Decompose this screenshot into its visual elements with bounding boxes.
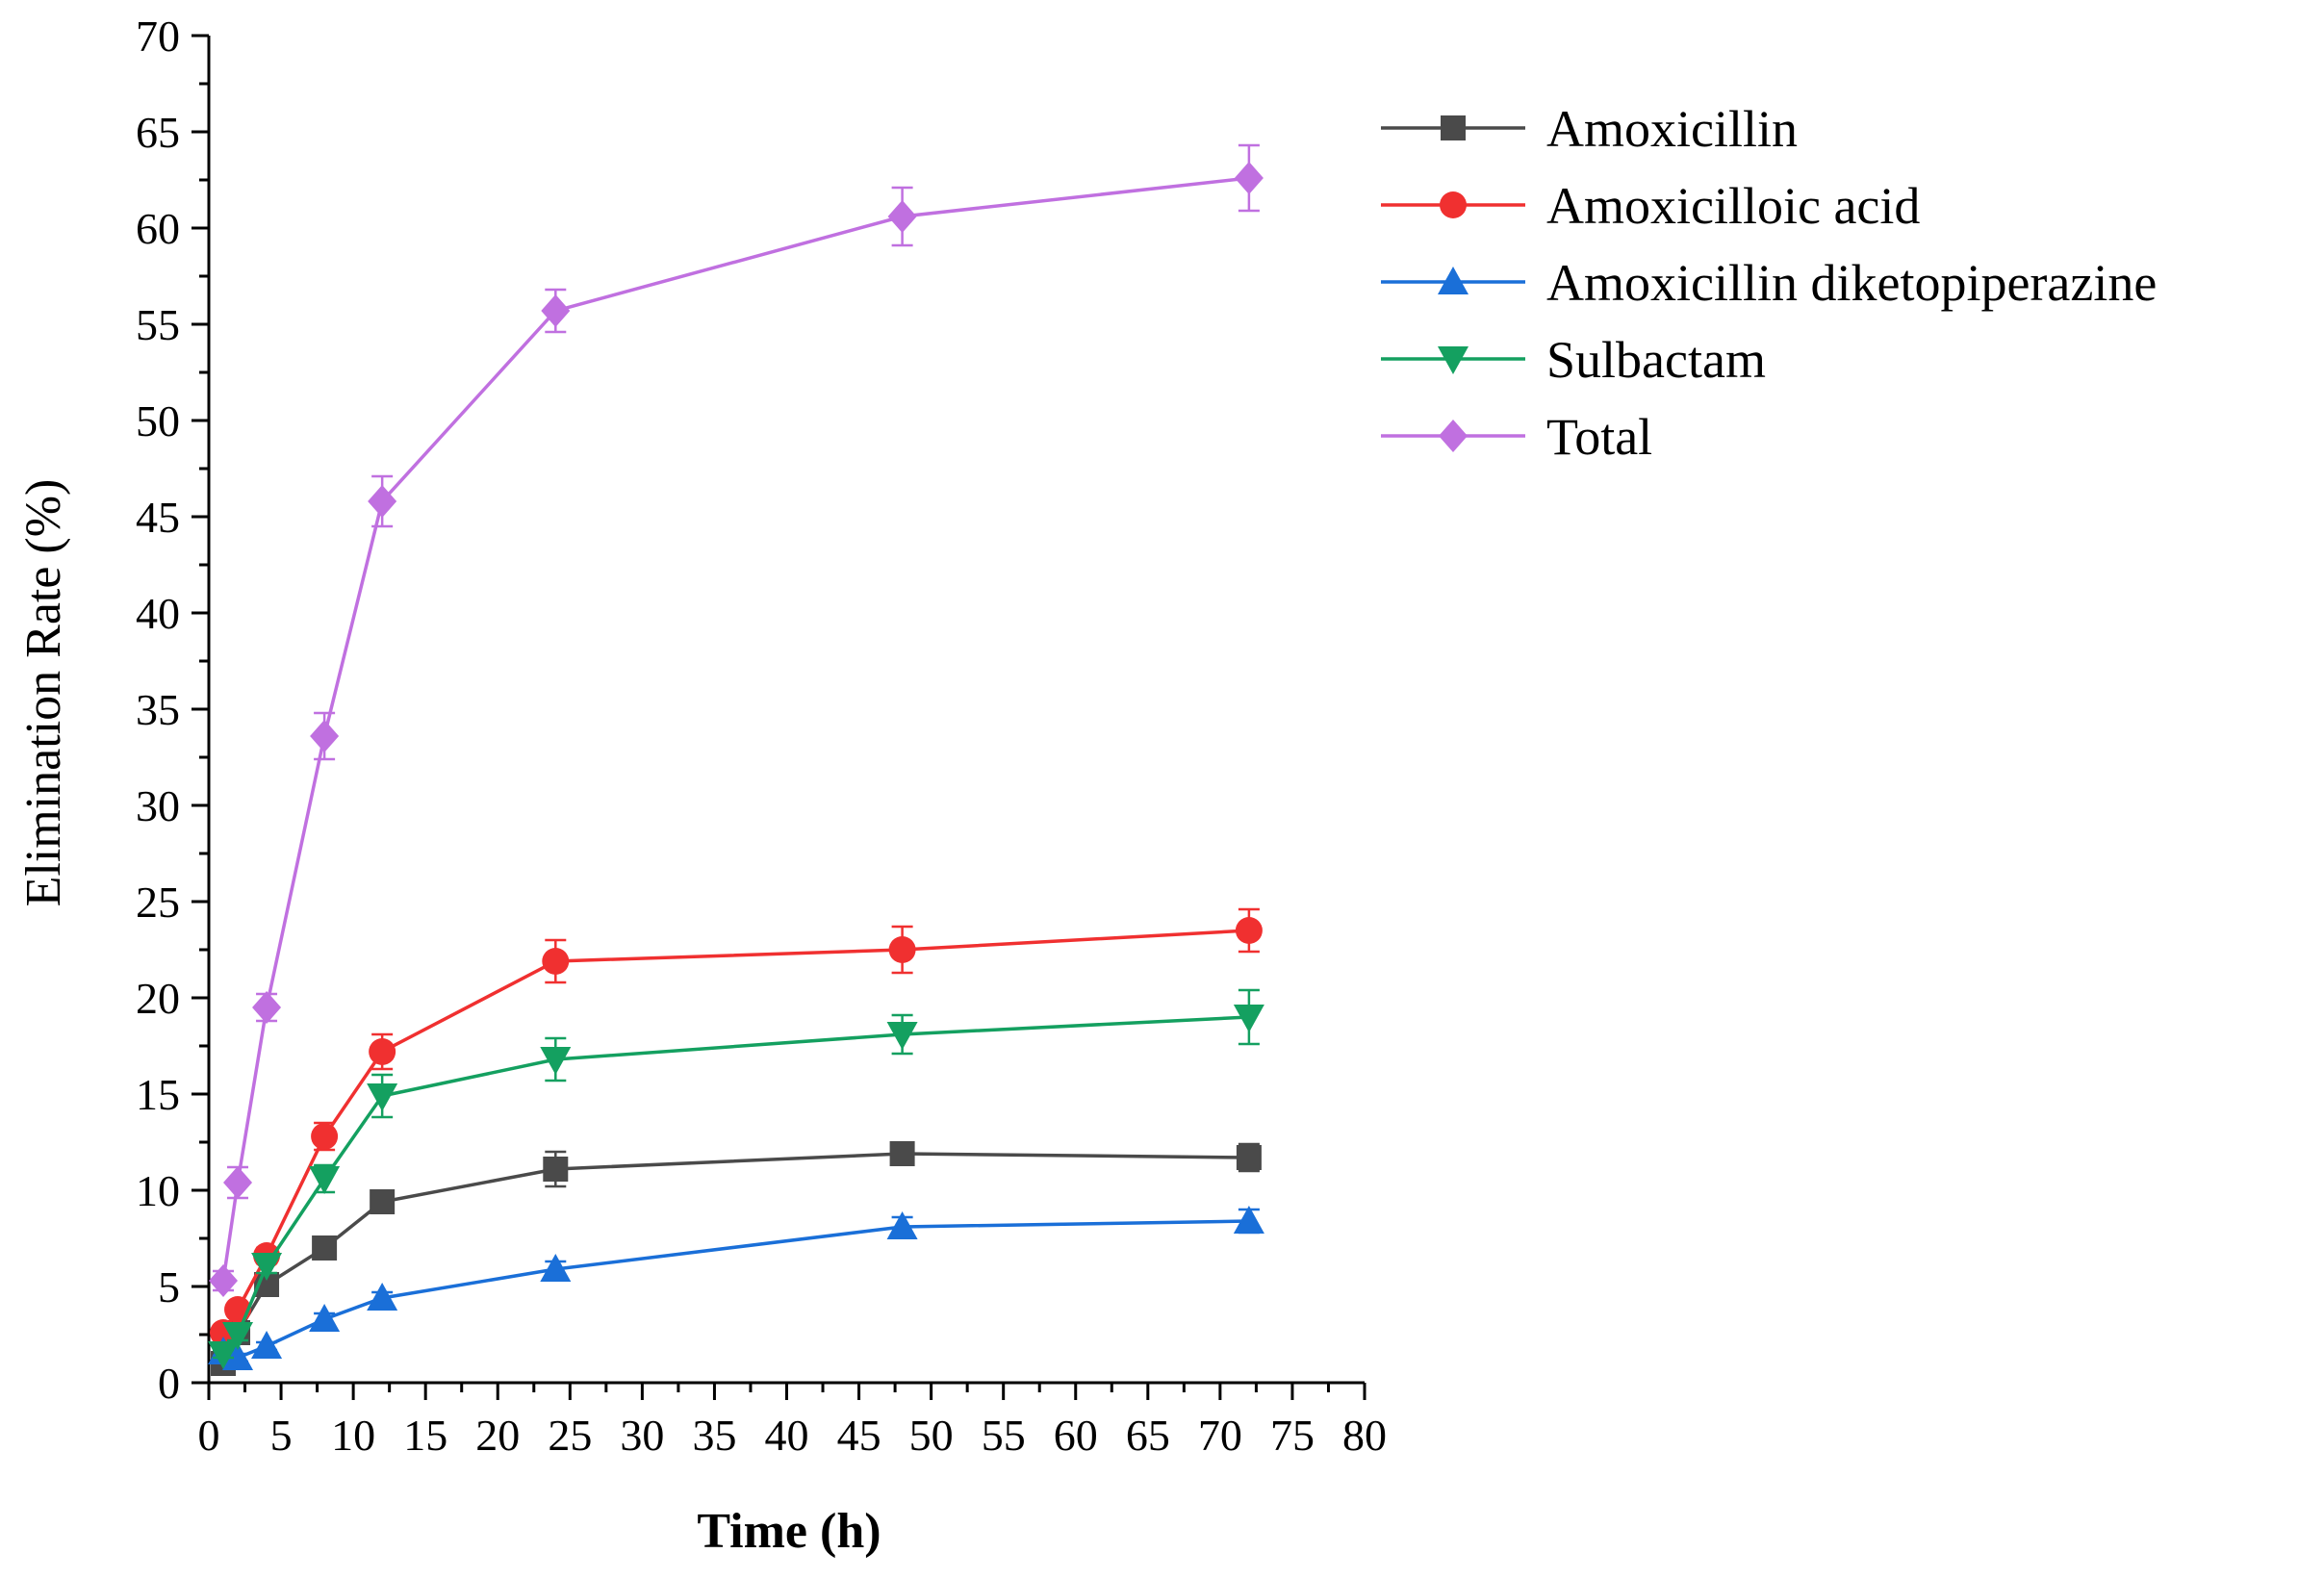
- x-tick-label: 15: [403, 1411, 447, 1460]
- legend: Amoxicillin Amoxicilloic acid Amoxicillin …: [1381, 100, 2157, 466]
- data-point: [540, 1047, 572, 1075]
- x-tick-label: 65: [1126, 1411, 1170, 1460]
- series-line: [222, 1219, 1249, 1360]
- y-tick-label: 40: [136, 589, 180, 638]
- data-point: [367, 1083, 398, 1111]
- x-axis-title: Time (h): [697, 1504, 881, 1559]
- legend-entry: Total: [1381, 408, 1652, 466]
- x-tick-label: 50: [909, 1411, 954, 1460]
- data-point: [309, 1166, 341, 1194]
- x-tick-label: 0: [198, 1411, 220, 1460]
- legend-swatch-marker: [1438, 346, 1468, 374]
- data-point: [310, 720, 340, 752]
- x-tick-label: 55: [982, 1411, 1026, 1460]
- data-point: [370, 1189, 396, 1214]
- data-point: [311, 1123, 339, 1150]
- data-point: [223, 1166, 253, 1199]
- data-point: [540, 1254, 572, 1282]
- data-point: [209, 1264, 239, 1297]
- data-point: [1235, 917, 1263, 944]
- legend-label: Amoxicillin: [1546, 100, 1798, 158]
- data-point: [208, 1341, 240, 1369]
- data-point: [367, 1283, 398, 1311]
- legend-swatch-marker: [1439, 420, 1468, 452]
- legend-label: Amoxicillin diketopiperazine: [1546, 254, 2157, 312]
- y-tick-label: 5: [158, 1262, 180, 1312]
- x-tick-label: 30: [620, 1411, 664, 1460]
- y-tick-label: 20: [136, 974, 180, 1023]
- x-tick-label: 75: [1270, 1411, 1315, 1460]
- data-point: [1236, 1145, 1262, 1170]
- legend-entry: Amoxicilloic acid: [1381, 177, 1920, 235]
- legend-swatch-marker: [1438, 267, 1468, 294]
- y-tick-label: 45: [136, 493, 180, 542]
- data-point: [222, 1342, 254, 1370]
- y-tick-label: 10: [136, 1166, 180, 1215]
- legend-entry: Amoxicillin: [1381, 100, 1798, 158]
- legend-entry: Sulbactam: [1381, 331, 1766, 389]
- series-line: [221, 1152, 1249, 1364]
- data-point: [1234, 162, 1264, 194]
- x-tick-label: 35: [692, 1411, 736, 1460]
- series-layer: [208, 143, 1264, 1376]
- data-point: [252, 991, 282, 1024]
- series-total: [209, 143, 1264, 1297]
- legend-entry: Amoxicillin diketopiperazine: [1381, 254, 2157, 312]
- y-tick-label: 70: [136, 12, 180, 61]
- data-point: [369, 1038, 396, 1065]
- y-tick-label: 65: [136, 108, 180, 157]
- data-point: [889, 1141, 915, 1166]
- y-tick-label: 0: [158, 1359, 180, 1408]
- y-tick-label: 35: [136, 685, 180, 734]
- data-point: [886, 1211, 918, 1239]
- y-axis-title: Elimination Rate (%): [16, 479, 71, 907]
- x-tick-label: 20: [475, 1411, 520, 1460]
- x-tick-label: 5: [270, 1411, 293, 1460]
- data-point: [1233, 1206, 1264, 1234]
- series-amoxicillin-diketopiperazine: [208, 1206, 1264, 1370]
- axes: 0 5 10 15 20 25 30 35 40 45 50 55 60 65 70 75 80 0 5 10 15 20…: [136, 12, 1387, 1460]
- x-tick-label: 25: [548, 1411, 592, 1460]
- legend-swatch-marker: [1441, 115, 1466, 140]
- x-tick-label: 80: [1342, 1411, 1387, 1460]
- y-tick-label: 50: [136, 396, 180, 446]
- y-tick-label: 30: [136, 781, 180, 830]
- data-point: [368, 485, 397, 518]
- y-tick-label: 55: [136, 300, 180, 349]
- data-point: [251, 1331, 283, 1359]
- y-tick-label: 25: [136, 878, 180, 927]
- x-tick-label: 70: [1198, 1411, 1242, 1460]
- data-point: [251, 1253, 283, 1281]
- series-sulbactam: [208, 988, 1264, 1369]
- y-tick-label: 15: [136, 1070, 180, 1119]
- data-point: [222, 1322, 254, 1350]
- data-point: [543, 1157, 569, 1182]
- series-amoxicillin: [211, 1141, 1262, 1376]
- x-tick-label: 60: [1054, 1411, 1098, 1460]
- data-point: [309, 1304, 341, 1332]
- data-point: [886, 1022, 918, 1050]
- data-point: [1233, 1005, 1264, 1032]
- x-tick-label: 40: [765, 1411, 809, 1460]
- data-point: [542, 948, 570, 975]
- x-tick-label: 45: [837, 1411, 881, 1460]
- legend-swatch-marker: [1440, 191, 1467, 218]
- x-tick-label: 10: [331, 1411, 375, 1460]
- series-line: [221, 176, 1250, 1282]
- y-tick-label: 60: [136, 204, 180, 253]
- legend-label: Amoxicilloic acid: [1546, 177, 1920, 235]
- series-line: [221, 929, 1249, 1334]
- data-point: [312, 1235, 338, 1261]
- data-point: [888, 936, 916, 963]
- data-point: [541, 294, 571, 327]
- legend-label: Total: [1546, 408, 1652, 466]
- data-point: [887, 200, 917, 233]
- series-amoxicilloic-acid: [210, 907, 1263, 1346]
- legend-label: Sulbactam: [1546, 331, 1766, 389]
